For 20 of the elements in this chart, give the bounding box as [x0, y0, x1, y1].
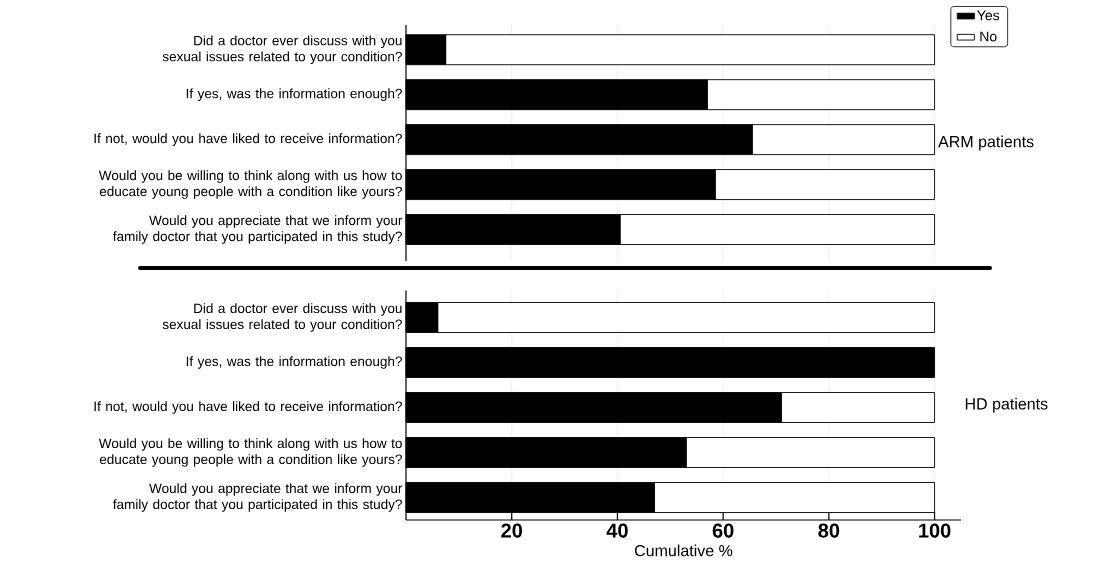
y-tick-label: Would you appreciate that we inform your family doctor that you participated in this study?: [113, 483, 403, 512]
legend-label: No: [980, 31, 997, 42]
text: HD patients: [965, 397, 1048, 413]
x-tick-label: 20: [501, 523, 523, 538]
text: ARM patients: [938, 135, 1034, 151]
y-tick-label: If not, would you have liked to receive information?: [94, 133, 402, 146]
x-axis-title: Cumulative %: [634, 544, 733, 557]
y-tick-label: If yes, was the information enough?: [186, 356, 402, 369]
x-tick-label: 80: [818, 523, 840, 538]
y-tick-label: Would you be willing to think along with us how to educate young people with a condition like yours?: [98, 438, 402, 467]
y-tick-label: Did a doctor ever discuss with you sexual issues related to your condition?: [162, 35, 402, 65]
y-tick-label: If not, would you have liked to receive information?: [94, 401, 402, 414]
y-tick-label: If yes, was the information enough?: [186, 88, 402, 101]
y-tick-label: Would you appreciate that we inform your family doctor that you participated in this study?: [113, 215, 403, 244]
x-tick-label: 60: [712, 523, 734, 538]
y-tick-label: Did a doctor ever discuss with you sexual issues related to your condition?: [162, 303, 402, 332]
legend-label: Yes: [977, 10, 1000, 21]
y-tick-label: Would you be willing to think along with us how to educate young people with a condition like yours?: [98, 170, 402, 199]
x-tick-label: 40: [606, 523, 628, 538]
x-tick-label: 100: [919, 523, 951, 538]
